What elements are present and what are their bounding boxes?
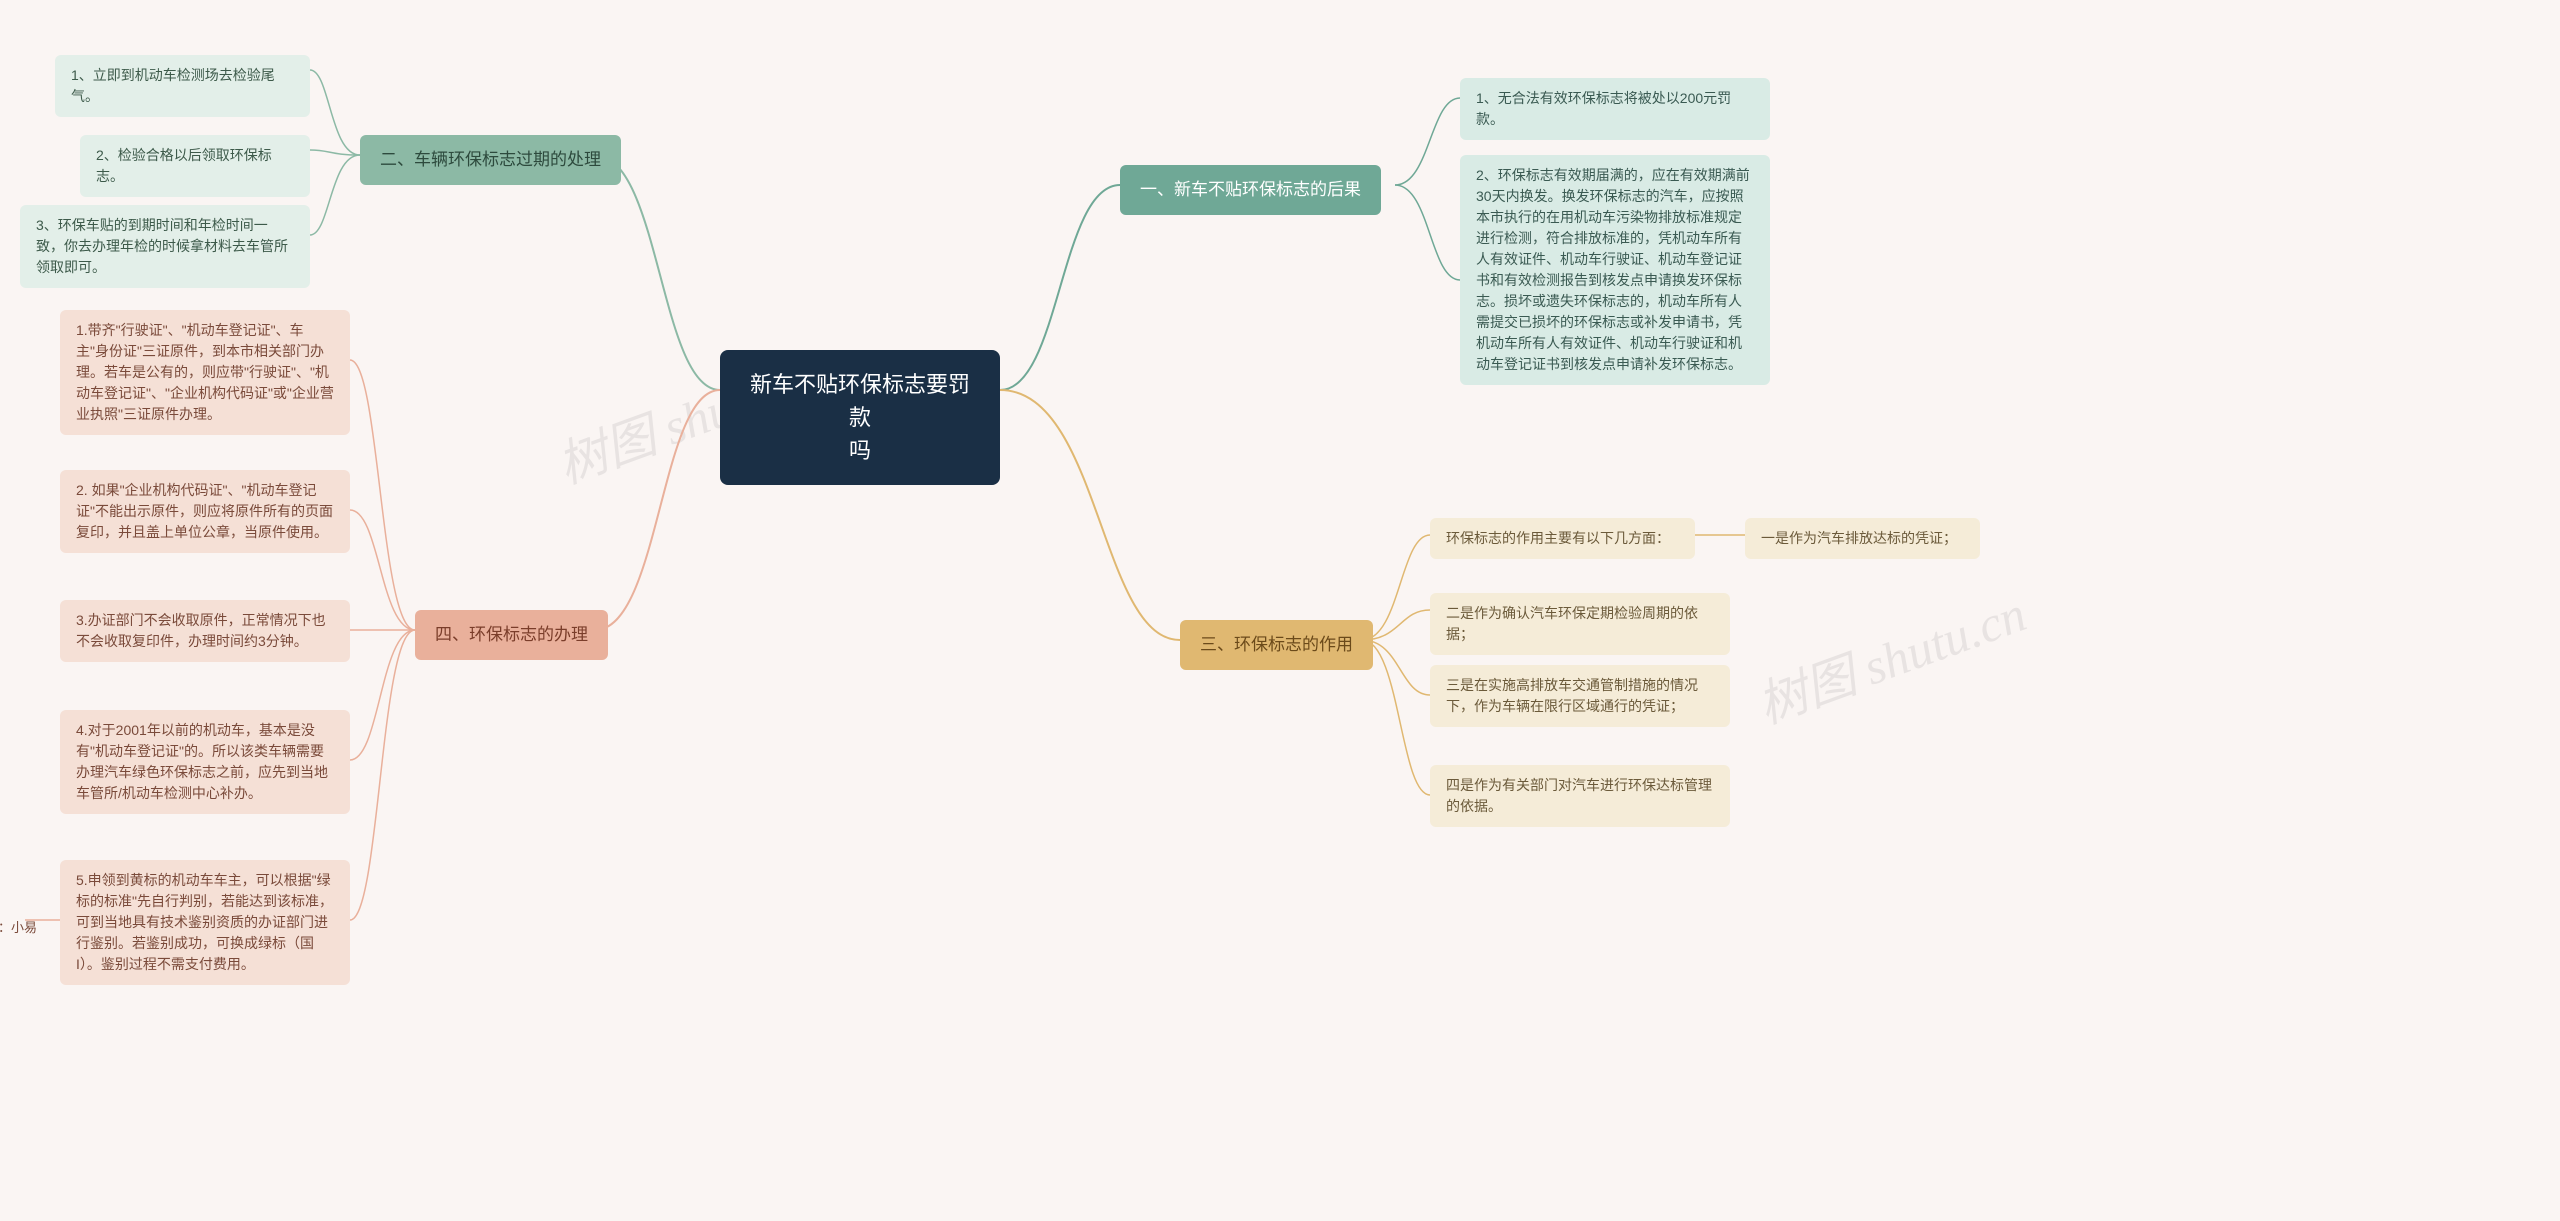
leaf-b1-2: 2、环保标志有效期届满的，应在有效期满前30天内换发。换发环保标志的汽车，应按照… <box>1460 155 1770 385</box>
leaf-b4-3: 3.办证部门不会收取原件，正常情况下也不会收取复印件，办理时间约3分钟。 <box>60 600 350 662</box>
leaf-b4-1: 1.带齐"行驶证"、"机动车登记证"、车主"身份证"三证原件，到本市相关部门办理… <box>60 310 350 435</box>
leaf-b3-0: 环保标志的作用主要有以下几方面： <box>1430 518 1695 559</box>
leaf-b2-3: 3、环保车贴的到期时间和年检时间一致，你去办理年检的时候拿材料去车管所领取即可。 <box>20 205 310 288</box>
center-topic: 新车不贴环保标志要罚款 吗 <box>720 350 1000 485</box>
center-line1: 新车不贴环保标志要罚款 <box>750 372 970 430</box>
branch-expired: 二、车辆环保标志过期的处理 <box>360 135 621 185</box>
branch-process: 四、环保标志的办理 <box>415 610 608 660</box>
leaf-b3-4: 四是作为有关部门对汽车进行环保达标管理的依据。 <box>1430 765 1730 827</box>
leaf-b3-1: 一是作为汽车排放达标的凭证； <box>1745 518 1980 559</box>
leaf-b4-4: 4.对于2001年以前的机动车，基本是没有"机动车登记证"的。所以该类车辆需要办… <box>60 710 350 814</box>
leaf-b3-3: 三是在实施高排放车交通管制措施的情况下，作为车辆在限行区域通行的凭证； <box>1430 665 1730 727</box>
watermark: 树图 shutu.cn <box>1746 574 2034 738</box>
leaf-b3-2: 二是作为确认汽车环保定期检验周期的依据； <box>1430 593 1730 655</box>
leaf-b2-1: 1、立即到机动车检测场去检验尾气。 <box>55 55 310 117</box>
center-line2: 吗 <box>849 438 871 463</box>
branch-function: 三、环保标志的作用 <box>1180 620 1373 670</box>
leaf-b1-1: 1、无合法有效环保标志将被处以200元罚款。 <box>1460 78 1770 140</box>
leaf-b4-5: 5.申领到黄标的机动车车主，可以根据"绿标的标准"先自行判别，若能达到该标准，可… <box>60 860 350 985</box>
leaf-b4-2: 2. 如果"企业机构代码证"、"机动车登记证"不能出示原件，则应将原件所有的页面… <box>60 470 350 553</box>
leaf-b4-5-sub: 责任编辑：小易 <box>0 908 60 948</box>
branch-consequences: 一、新车不贴环保标志的后果 <box>1120 165 1381 215</box>
leaf-b2-2: 2、检验合格以后领取环保标志。 <box>80 135 310 197</box>
